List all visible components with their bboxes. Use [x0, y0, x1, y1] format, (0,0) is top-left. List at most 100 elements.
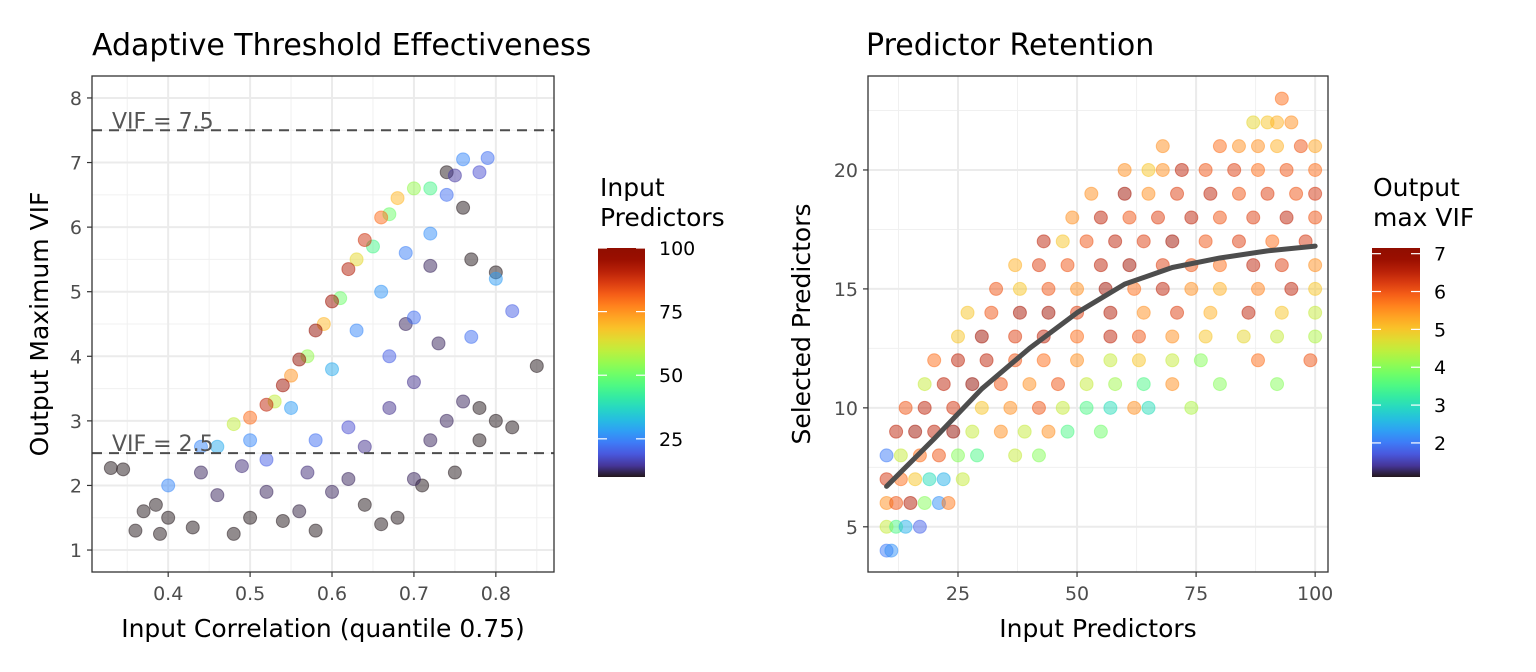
data-point: [406, 375, 421, 390]
data-point: [1141, 162, 1156, 177]
data-point: [1212, 377, 1227, 392]
x-tick-label: 0.5: [235, 583, 265, 605]
data-point: [226, 417, 241, 432]
data-point: [1308, 329, 1323, 344]
data-point: [912, 519, 927, 534]
colorbar-tick-label: 4: [1434, 357, 1446, 379]
data-point: [1308, 186, 1323, 201]
data-point: [1127, 400, 1142, 415]
y-tick-label: 15: [834, 279, 858, 301]
data-point: [390, 510, 405, 525]
data-point: [431, 336, 446, 351]
data-point: [1231, 234, 1246, 249]
data-point: [374, 284, 389, 299]
data-point: [1193, 353, 1208, 368]
legend-title-line2: max VIF: [1373, 203, 1474, 232]
x-axis-title: Input Correlation (quantile 0.75): [121, 614, 525, 643]
colorbar-tick-label: 7: [1434, 244, 1446, 266]
data-point: [898, 519, 913, 534]
data-point: [488, 413, 503, 428]
data-point: [308, 433, 323, 448]
data-point: [1136, 305, 1151, 320]
data-point: [1270, 139, 1285, 154]
data-point: [1174, 162, 1189, 177]
data-point: [1103, 329, 1118, 344]
data-point: [936, 472, 951, 487]
data-point: [1246, 258, 1261, 273]
data-point: [1008, 258, 1023, 273]
data-point: [908, 424, 923, 439]
data-point: [1041, 305, 1056, 320]
data-point: [1008, 329, 1023, 344]
y-tick-label: 4: [70, 346, 82, 368]
y-tick-label: 5: [70, 282, 82, 304]
data-point: [1136, 234, 1151, 249]
x-tick-label: 25: [946, 583, 970, 605]
plot-border: [867, 75, 1329, 573]
data-point: [152, 526, 167, 541]
plot-background: [868, 76, 1328, 572]
data-point: [1184, 281, 1199, 296]
data-point: [936, 377, 951, 392]
data-point: [128, 523, 143, 538]
data-point: [1055, 400, 1070, 415]
data-point: [357, 233, 372, 248]
data-point: [1284, 115, 1299, 130]
data-point: [908, 472, 923, 487]
legend-title-line2: Predictors: [600, 203, 725, 232]
data-point: [447, 465, 462, 480]
data-point: [965, 377, 980, 392]
data-point: [1103, 400, 1118, 415]
data-point: [1165, 377, 1180, 392]
data-point: [951, 448, 965, 463]
data-point: [292, 352, 307, 367]
data-point: [325, 362, 340, 377]
data-point: [456, 152, 471, 167]
data-point: [1170, 305, 1185, 320]
x-tick-label: 75: [1184, 583, 1208, 605]
data-point: [243, 433, 258, 448]
data-point: [1060, 424, 1075, 439]
data-point: [1031, 448, 1046, 463]
x-tick-label: 50: [1065, 583, 1089, 605]
data-point: [398, 245, 413, 260]
data-point: [1308, 258, 1323, 273]
colorbar-tick-label: 100: [659, 238, 695, 260]
data-point: [406, 472, 421, 486]
data-point: [1198, 234, 1213, 249]
legend-title-line1: Input: [600, 173, 665, 202]
chart-title: Predictor Retention: [866, 28, 1154, 63]
data-point: [1260, 186, 1275, 201]
data-point: [103, 461, 118, 476]
data-point: [1308, 210, 1323, 225]
data-point: [1227, 162, 1242, 177]
data-point: [979, 353, 994, 368]
y-tick-label: 8: [70, 88, 82, 110]
y-tick-label: 3: [70, 411, 82, 433]
data-point: [1131, 329, 1146, 344]
data-point: [456, 200, 471, 215]
data-point: [884, 543, 899, 558]
data-point: [1065, 210, 1080, 225]
data-point: [1079, 234, 1094, 249]
colorbar-tick-label: 75: [659, 302, 683, 324]
data-point: [1274, 305, 1289, 320]
data-point: [1289, 186, 1304, 201]
plot-border: [91, 75, 555, 573]
data-point: [161, 510, 176, 525]
data-point: [1055, 234, 1070, 249]
data-point: [116, 462, 131, 477]
data-point: [259, 484, 274, 499]
y-tick-label: 7: [70, 153, 82, 175]
data-point: [275, 513, 290, 528]
data-point: [1155, 281, 1170, 296]
data-point: [1274, 258, 1289, 273]
data-point: [946, 400, 961, 415]
y-tick-label: 6: [70, 217, 82, 239]
data-point: [889, 424, 904, 439]
data-point: [917, 400, 932, 415]
data-point: [974, 329, 989, 344]
data-point: [1103, 353, 1118, 368]
data-point: [374, 210, 389, 225]
data-point: [1117, 162, 1132, 177]
